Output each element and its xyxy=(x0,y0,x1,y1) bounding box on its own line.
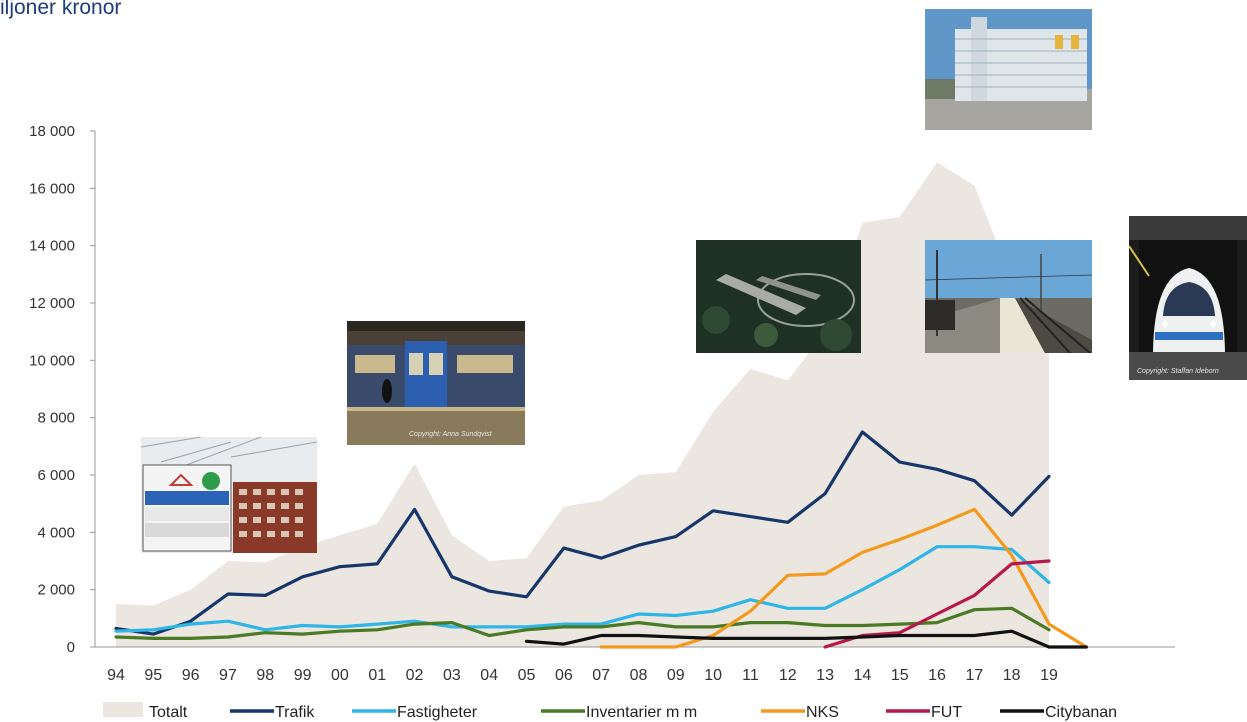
legend-label: Trafik xyxy=(275,704,315,721)
x-tick-label: 14 xyxy=(854,667,872,684)
metro-train-photo: Copyright: Anna Sundqvist xyxy=(347,321,525,445)
legend-item-totalt: Totalt xyxy=(103,702,188,721)
series-line-citybanan xyxy=(524,629,1088,649)
y-tick-label: 16 000 xyxy=(29,180,75,197)
y-tick-label: 8 000 xyxy=(37,410,75,427)
x-ticks: 94 95 96 97 98 99 00 01 02 03 04 05 06 07 08 09 10 11 12 13… xyxy=(107,667,1058,684)
commuter-train-photo: Copyright: Staffan Ideborn xyxy=(1129,216,1247,380)
series-line-nks xyxy=(599,507,1088,649)
x-tick-label: 00 xyxy=(331,667,349,684)
x-tick-label: 95 xyxy=(144,667,162,684)
x-tick-label: 96 xyxy=(182,667,200,684)
x-tick-label: 05 xyxy=(518,667,536,684)
y-tick-label: 0 xyxy=(67,639,75,656)
legend-label: Totalt xyxy=(149,704,188,721)
x-tick-label: 17 xyxy=(965,667,983,684)
area-layer xyxy=(116,162,1049,647)
aerial-building-photo xyxy=(696,240,861,353)
series-line-trafik xyxy=(114,430,1051,636)
x-tick-label: 15 xyxy=(891,667,909,684)
legend-item-trafik: Trafik xyxy=(230,704,315,721)
legend-label: Inventarier m m xyxy=(586,704,697,721)
metro-photo-caption: Copyright: Anna Sundqvist xyxy=(409,431,492,438)
hospital-sign-photo xyxy=(141,437,317,553)
x-tick-label: 97 xyxy=(219,667,237,684)
y-tick-label: 2 000 xyxy=(37,582,75,599)
office-building-photo xyxy=(925,9,1092,130)
y-tick-label: 14 000 xyxy=(29,238,75,255)
line-layer xyxy=(114,430,1088,649)
legend: Totalt Trafik Fastigheter Inventarier m m NK… xyxy=(103,702,1117,721)
legend-label: Citybanan xyxy=(1045,704,1117,721)
x-tick-label: 98 xyxy=(256,667,274,684)
y-tick-label: 4 000 xyxy=(37,524,75,541)
chart-title: iljoner kronor xyxy=(0,0,122,19)
legend-item-citybanan: Citybanan xyxy=(1000,704,1117,721)
x-tick-label: 03 xyxy=(443,667,461,684)
series-line-fastigheter xyxy=(114,545,1051,633)
x-tick-label: 07 xyxy=(592,667,610,684)
x-tick-label: 04 xyxy=(480,667,498,684)
legend-item-nks: NKS xyxy=(761,704,839,721)
x-tick-label: 01 xyxy=(368,667,386,684)
commuter-photo-caption: Copyright: Staffan Ideborn xyxy=(1137,368,1219,375)
y-tick-label: 6 000 xyxy=(37,467,75,484)
x-tick-label: 08 xyxy=(630,667,648,684)
y-tick-label: 18 000 xyxy=(29,123,75,140)
legend-item-fastigheter: Fastigheter xyxy=(352,704,478,721)
series-line-inventarier-m-m xyxy=(114,606,1051,640)
x-tick-label: 06 xyxy=(555,667,573,684)
x-tick-label: 09 xyxy=(667,667,685,684)
x-tick-label: 11 xyxy=(742,667,759,684)
legend-label: FUT xyxy=(931,704,962,721)
x-tick-label: 18 xyxy=(1003,667,1021,684)
rail-platform-photo xyxy=(925,240,1092,353)
legend-swatch xyxy=(103,702,143,717)
x-tick-label: 13 xyxy=(816,667,834,684)
y-ticks: 0 2 000 4 000 6 000 8 000 10 000 12 000 14 000 1… xyxy=(29,123,95,656)
legend-item-fut: FUT xyxy=(886,704,962,721)
x-tick-label: 02 xyxy=(406,667,424,684)
legend-label: Fastigheter xyxy=(397,704,478,721)
legend-item-inventarier-m-m: Inventarier m m xyxy=(541,704,697,721)
y-tick-label: 10 000 xyxy=(29,352,75,369)
series-area-totalt xyxy=(116,162,1049,647)
x-tick-label: 19 xyxy=(1040,667,1058,684)
x-tick-label: 16 xyxy=(928,667,946,684)
x-tick-label: 94 xyxy=(107,667,125,684)
x-tick-label: 10 xyxy=(704,667,722,684)
x-tick-label: 12 xyxy=(779,667,797,684)
legend-label: NKS xyxy=(806,704,839,721)
y-tick-label: 12 000 xyxy=(29,295,75,312)
x-tick-label: 99 xyxy=(294,667,312,684)
